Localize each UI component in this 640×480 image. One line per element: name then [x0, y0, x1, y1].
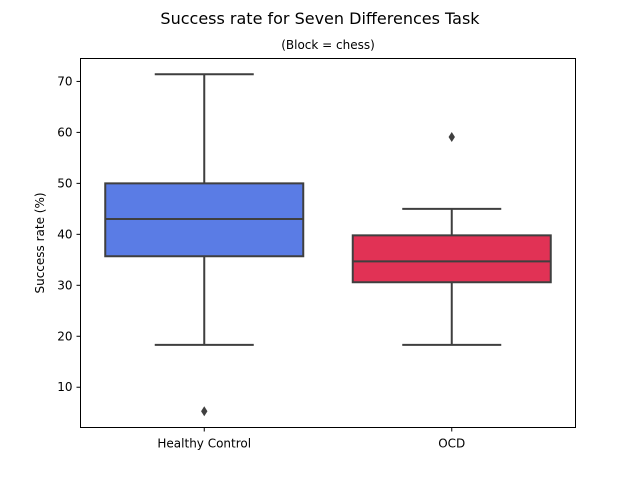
- y-tick-label: 10: [57, 380, 72, 394]
- y-axis-label: Success rate (%): [33, 192, 47, 293]
- outlier-point: [448, 131, 455, 142]
- y-tick-label: 40: [57, 227, 72, 241]
- y-tick-label: 50: [57, 176, 72, 190]
- y-tick-label: 60: [57, 125, 72, 139]
- x-tick-label: Healthy Control: [157, 437, 251, 451]
- plot-area: 10 20 30 40 50 60 70 Healthy Control OCD: [57, 73, 552, 451]
- y-tick-label: 30: [57, 278, 72, 292]
- box-iqr: [351, 234, 552, 284]
- chart-title: Success rate for Seven Differences Task: [160, 9, 480, 28]
- x-tick-label: OCD: [438, 437, 465, 451]
- y-tick-label: 70: [57, 74, 72, 88]
- y-tick-label: 20: [57, 329, 72, 343]
- outlier-point: [201, 406, 208, 417]
- chart-subtitle: (Block = chess): [281, 38, 375, 52]
- plot-frame: [80, 58, 576, 428]
